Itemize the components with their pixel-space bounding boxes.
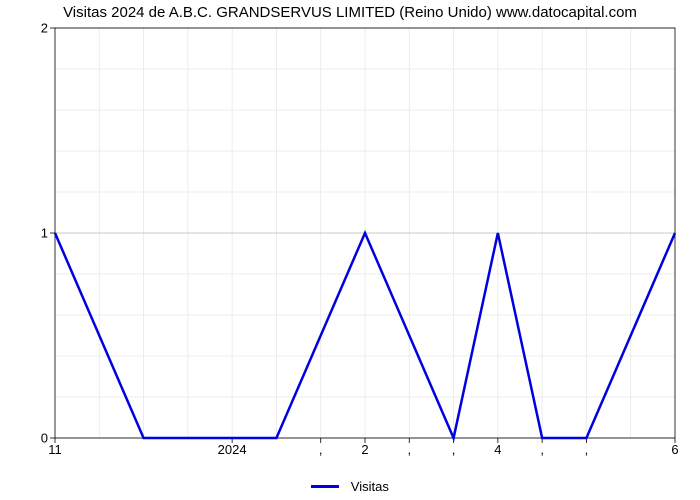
plot-area (55, 28, 675, 438)
y-tick-label: 0 (8, 431, 48, 446)
legend-label: Visitas (351, 479, 389, 494)
y-tick-label: 1 (8, 226, 48, 241)
x-tick-label: , (540, 442, 544, 457)
y-tick-label: 2 (8, 21, 48, 36)
chart-svg (55, 28, 675, 438)
x-tick-label: 4 (494, 442, 501, 457)
x-tick-label: , (585, 442, 589, 457)
legend-swatch (311, 485, 339, 488)
legend: Visitas (0, 478, 700, 494)
chart-title: Visitas 2024 de A.B.C. GRANDSERVUS LIMIT… (0, 4, 700, 21)
x-tick-label: 11 (48, 442, 62, 457)
x-tick-label: 2024 (218, 442, 247, 457)
chart-container: Visitas 2024 de A.B.C. GRANDSERVUS LIMIT… (0, 0, 700, 500)
x-tick-label: 6 (671, 442, 678, 457)
x-tick-label: 2 (361, 442, 368, 457)
x-tick-label: , (452, 442, 456, 457)
x-tick-label: , (319, 442, 323, 457)
x-tick-label: , (407, 442, 411, 457)
